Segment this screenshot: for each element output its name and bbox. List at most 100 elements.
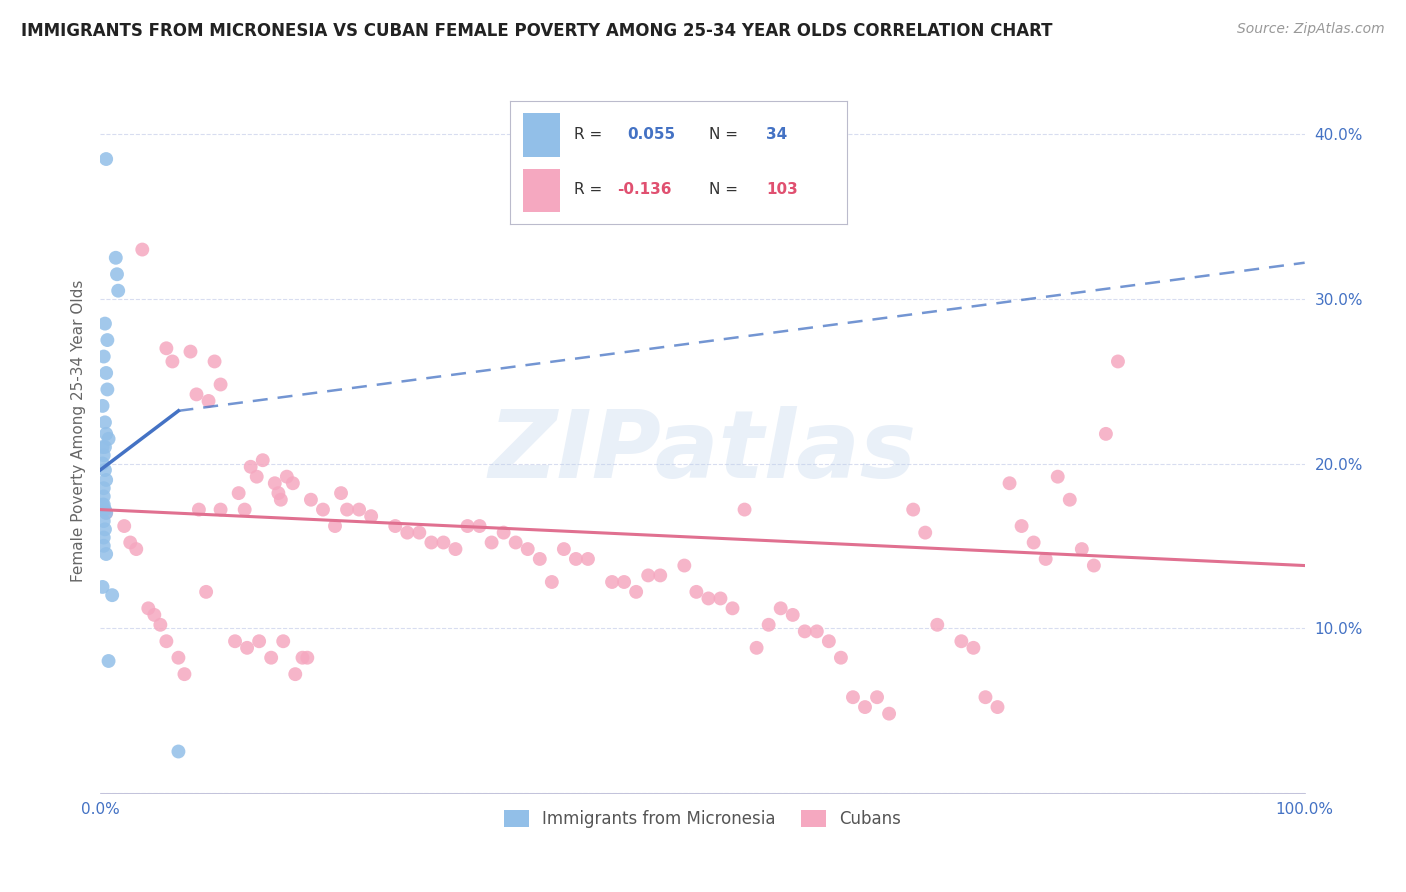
Point: [745, 640, 768, 655]
Point: [93, 539, 115, 553]
Point: [444, 542, 467, 557]
Point: [1070, 542, 1092, 557]
Point: [233, 502, 256, 516]
Point: [281, 476, 304, 491]
Point: [167, 650, 190, 665]
Point: [179, 344, 201, 359]
Point: [94, 506, 117, 520]
Point: [131, 243, 153, 257]
Point: [91, 399, 114, 413]
Point: [853, 700, 876, 714]
Point: [104, 251, 127, 265]
Point: [468, 519, 491, 533]
Point: [806, 624, 828, 639]
Point: [323, 519, 346, 533]
Point: [565, 552, 588, 566]
Point: [721, 601, 744, 615]
Point: [866, 690, 889, 705]
Point: [94, 317, 117, 331]
Point: [271, 634, 294, 648]
Point: [734, 502, 756, 516]
Point: [94, 366, 117, 380]
Point: [312, 502, 335, 516]
Point: [1035, 552, 1057, 566]
Point: [186, 387, 208, 401]
Point: [155, 341, 177, 355]
Point: [347, 502, 370, 516]
Point: [93, 350, 115, 364]
Point: [94, 502, 117, 516]
Point: [998, 476, 1021, 491]
Point: [360, 509, 382, 524]
Point: [769, 601, 792, 615]
Point: [101, 588, 124, 602]
Point: [284, 667, 307, 681]
Point: [267, 486, 290, 500]
Point: [432, 535, 454, 549]
Point: [697, 591, 720, 606]
Point: [105, 267, 128, 281]
Point: [94, 426, 117, 441]
Point: [901, 502, 924, 516]
Point: [1107, 354, 1129, 368]
Point: [384, 519, 406, 533]
Point: [650, 568, 672, 582]
Point: [228, 486, 250, 500]
Point: [197, 394, 219, 409]
Point: [1095, 426, 1118, 441]
Point: [173, 667, 195, 681]
Point: [270, 492, 292, 507]
Point: [236, 640, 259, 655]
Point: [93, 531, 115, 545]
Point: [624, 585, 647, 599]
Point: [94, 522, 117, 536]
Point: [204, 354, 226, 368]
Point: [209, 502, 232, 516]
Point: [396, 525, 419, 540]
Legend: Immigrants from Micronesia, Cubans: Immigrants from Micronesia, Cubans: [498, 804, 908, 835]
Point: [247, 634, 270, 648]
Point: [950, 634, 973, 648]
Point: [330, 486, 353, 500]
Point: [420, 535, 443, 549]
Point: [97, 432, 120, 446]
Text: Source: ZipAtlas.com: Source: ZipAtlas.com: [1237, 22, 1385, 37]
Point: [962, 640, 984, 655]
Point: [529, 552, 551, 566]
Point: [1059, 492, 1081, 507]
Point: [758, 617, 780, 632]
Point: [91, 440, 114, 454]
Point: [336, 502, 359, 516]
Point: [125, 542, 148, 557]
Point: [239, 459, 262, 474]
Point: [637, 568, 659, 582]
Point: [613, 574, 636, 589]
Point: [94, 473, 117, 487]
Point: [600, 574, 623, 589]
Point: [481, 535, 503, 549]
Point: [94, 506, 117, 520]
Point: [195, 585, 218, 599]
Point: [492, 525, 515, 540]
Point: [93, 514, 115, 528]
Point: [276, 469, 298, 483]
Point: [94, 415, 117, 429]
Point: [224, 634, 246, 648]
Point: [107, 284, 129, 298]
Point: [830, 650, 852, 665]
Point: [877, 706, 900, 721]
Point: [94, 463, 117, 477]
Point: [457, 519, 479, 533]
Point: [709, 591, 731, 606]
Point: [246, 469, 269, 483]
Point: [97, 654, 120, 668]
Point: [93, 490, 115, 504]
Text: ZIPatlas: ZIPatlas: [488, 407, 917, 499]
Point: [1083, 558, 1105, 573]
Point: [149, 617, 172, 632]
Point: [927, 617, 949, 632]
Point: [91, 580, 114, 594]
Point: [91, 457, 114, 471]
Point: [974, 690, 997, 705]
Point: [553, 542, 575, 557]
